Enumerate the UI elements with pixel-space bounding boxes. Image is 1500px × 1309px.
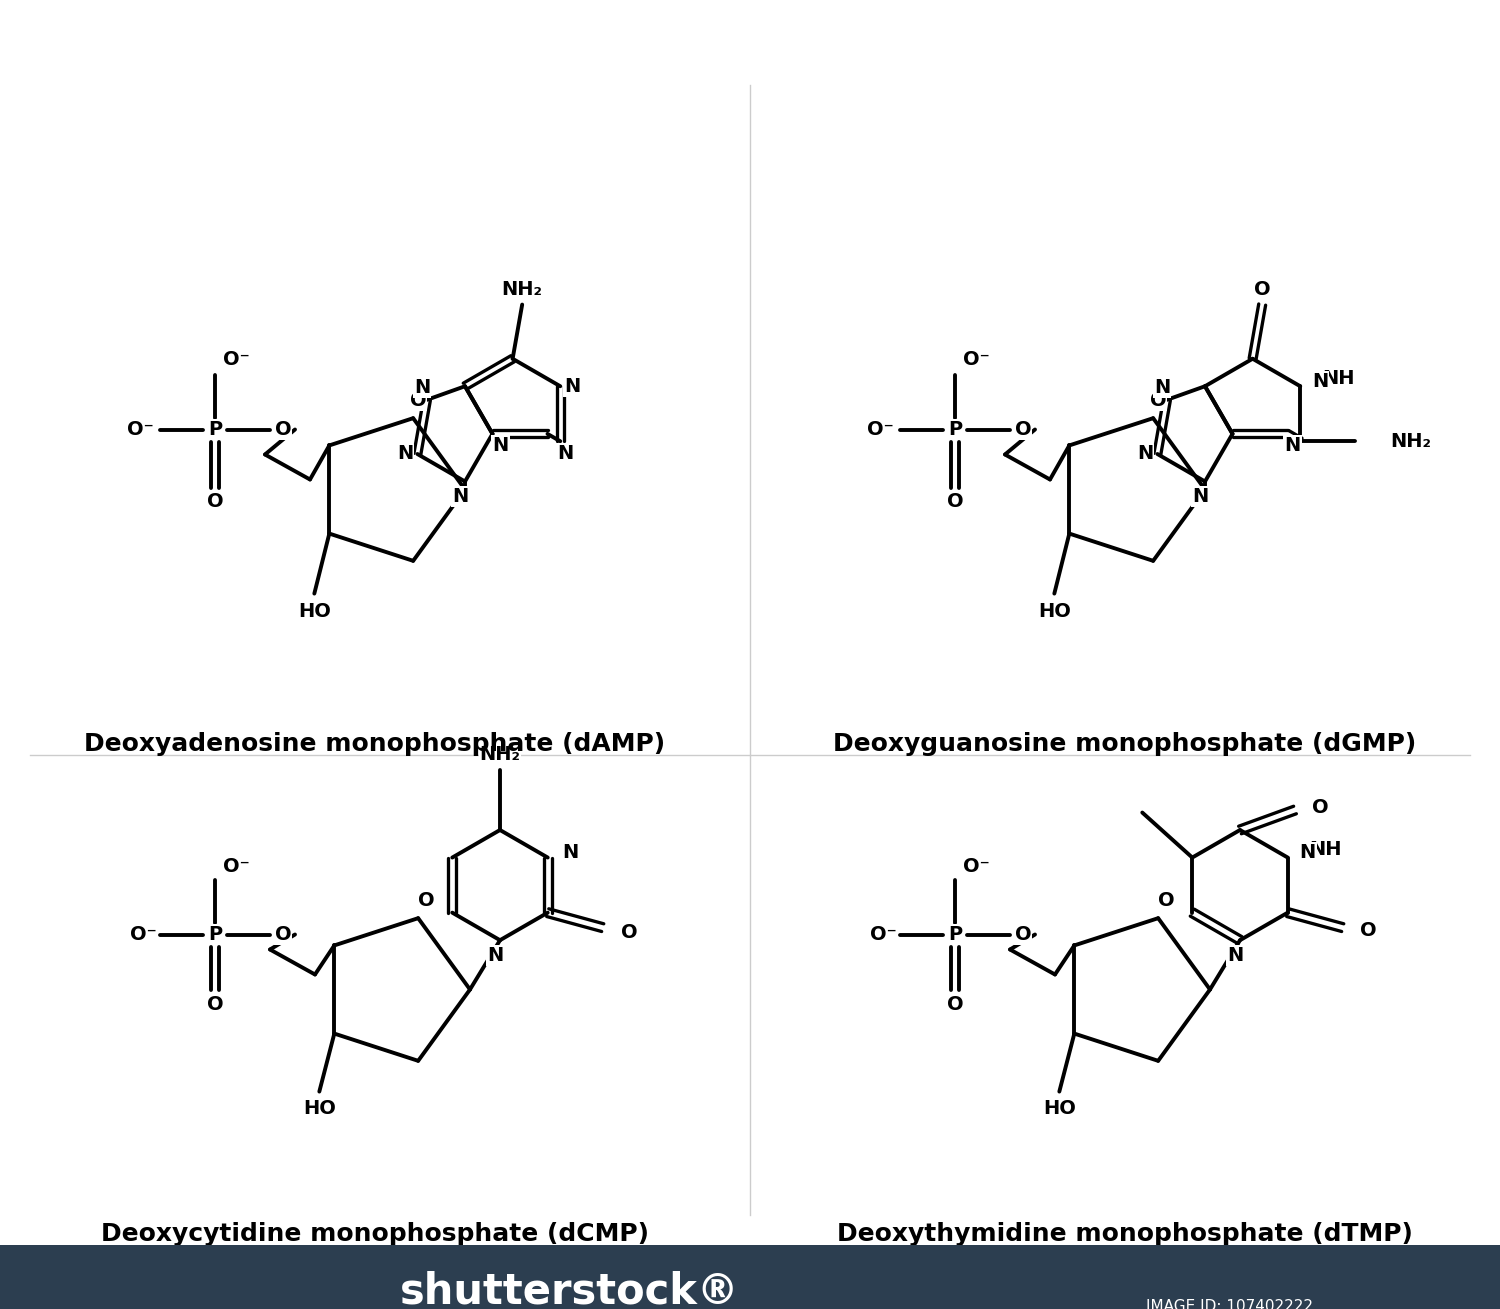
Text: Deoxycytidine monophosphate (dCMP): Deoxycytidine monophosphate (dCMP) [100,1223,650,1246]
Text: N: N [452,487,468,507]
Text: O: O [946,492,963,511]
Text: O: O [1359,922,1377,940]
Text: NH: NH [1310,840,1342,859]
Text: HO: HO [1038,602,1071,620]
Text: O: O [1312,798,1329,818]
Text: O⁻: O⁻ [963,350,990,369]
Text: NH: NH [1323,369,1354,387]
Text: O: O [621,923,638,942]
Text: N: N [1312,372,1329,391]
Text: O: O [207,492,224,511]
Text: N: N [1284,436,1300,456]
Text: N: N [564,377,580,395]
Text: O⁻: O⁻ [963,857,990,876]
Text: O: O [207,995,224,1014]
Text: P: P [209,420,222,439]
Text: N: N [1154,378,1170,398]
Text: N: N [1299,843,1316,863]
Text: N: N [414,378,430,398]
Text: O: O [1254,280,1270,298]
Text: O: O [1014,420,1032,439]
Text: IMAGE ID: 107402222: IMAGE ID: 107402222 [1146,1299,1314,1309]
Text: O⁻: O⁻ [224,350,249,369]
Text: O: O [1014,925,1032,944]
Text: O: O [946,995,963,1014]
Text: N: N [1137,445,1154,463]
Text: O⁻: O⁻ [129,925,156,944]
Text: HO: HO [298,602,332,620]
Text: N: N [1227,945,1244,965]
Text: O: O [410,390,426,410]
Text: Deoxyadenosine monophosphate (dAMP): Deoxyadenosine monophosphate (dAMP) [84,733,666,757]
Text: N: N [1192,487,1208,507]
Text: O⁻: O⁻ [867,420,894,439]
Text: N: N [556,444,573,463]
Text: O: O [1158,890,1174,910]
Bar [0,1245,1500,1309]
Text: N: N [562,843,579,863]
Text: HO: HO [1042,1100,1076,1118]
Text: O: O [419,890,435,910]
Text: HO: HO [303,1100,336,1118]
Text: O⁻: O⁻ [126,420,153,439]
Text: N: N [492,436,508,456]
Text: P: P [209,925,222,944]
Text: shutterstock®: shutterstock® [400,1271,740,1309]
Text: O: O [1150,390,1167,410]
Text: P: P [948,925,962,944]
Text: O: O [274,925,291,944]
Text: N: N [488,945,502,965]
Text: NH₂: NH₂ [1390,432,1431,450]
Text: P: P [948,420,962,439]
Text: NH₂: NH₂ [480,746,520,764]
Text: O⁻: O⁻ [224,857,249,876]
Text: N: N [398,445,414,463]
Text: NH₂: NH₂ [501,280,543,298]
Text: Deoxyguanosine monophosphate (dGMP): Deoxyguanosine monophosphate (dGMP) [834,733,1416,757]
Text: O: O [274,420,291,439]
Text: Deoxythymidine monophosphate (dTMP): Deoxythymidine monophosphate (dTMP) [837,1223,1413,1246]
Text: O⁻: O⁻ [870,925,897,944]
